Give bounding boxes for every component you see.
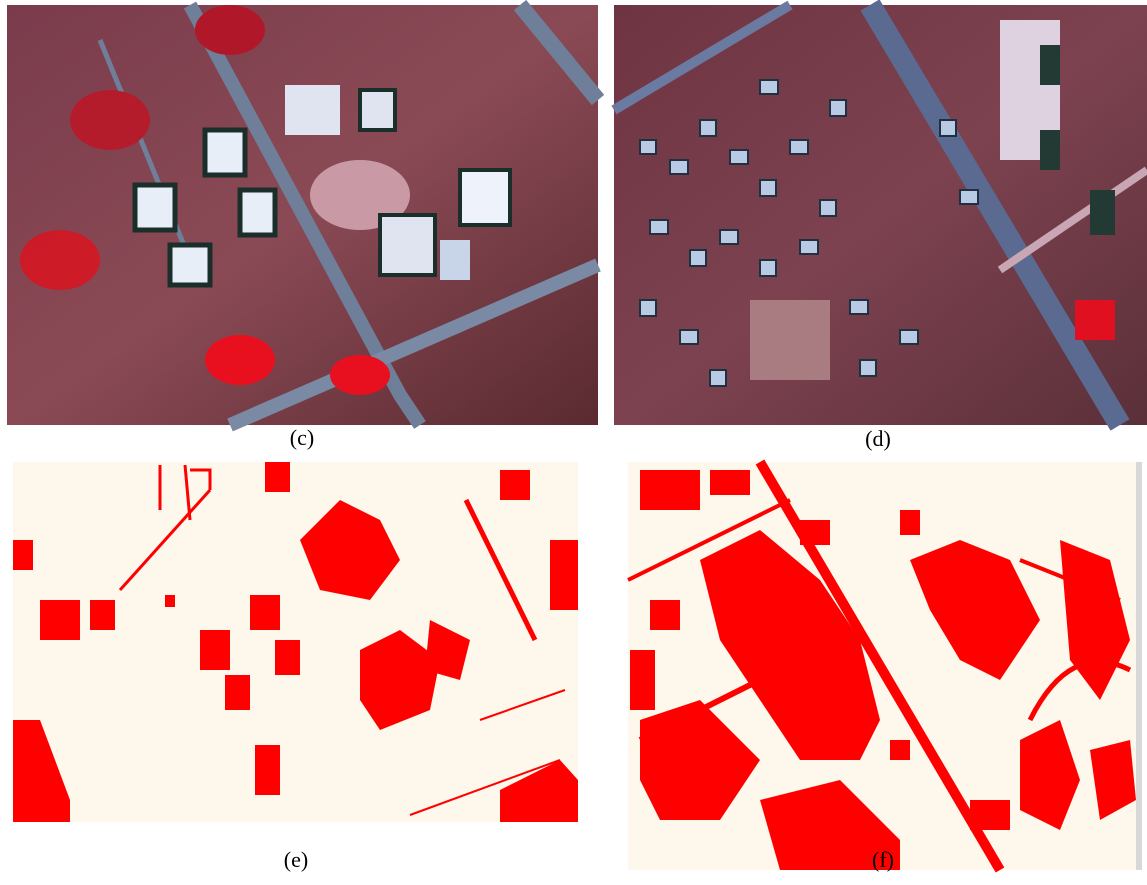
panel-c-image <box>7 5 598 425</box>
panel-label: (c) <box>290 425 314 450</box>
panel-label: (e) <box>284 847 308 872</box>
panel-label: (d) <box>865 426 891 451</box>
page: (c) (d) (e) (f) (() => { const data = JS… <box>0 0 1147 885</box>
panel-d-image <box>614 5 1147 425</box>
figure: (c) (d) (e) (f) <box>0 0 1147 885</box>
panel-e-map <box>13 462 578 822</box>
panel-f-map <box>628 462 1142 870</box>
panel-label: (f) <box>872 847 894 872</box>
